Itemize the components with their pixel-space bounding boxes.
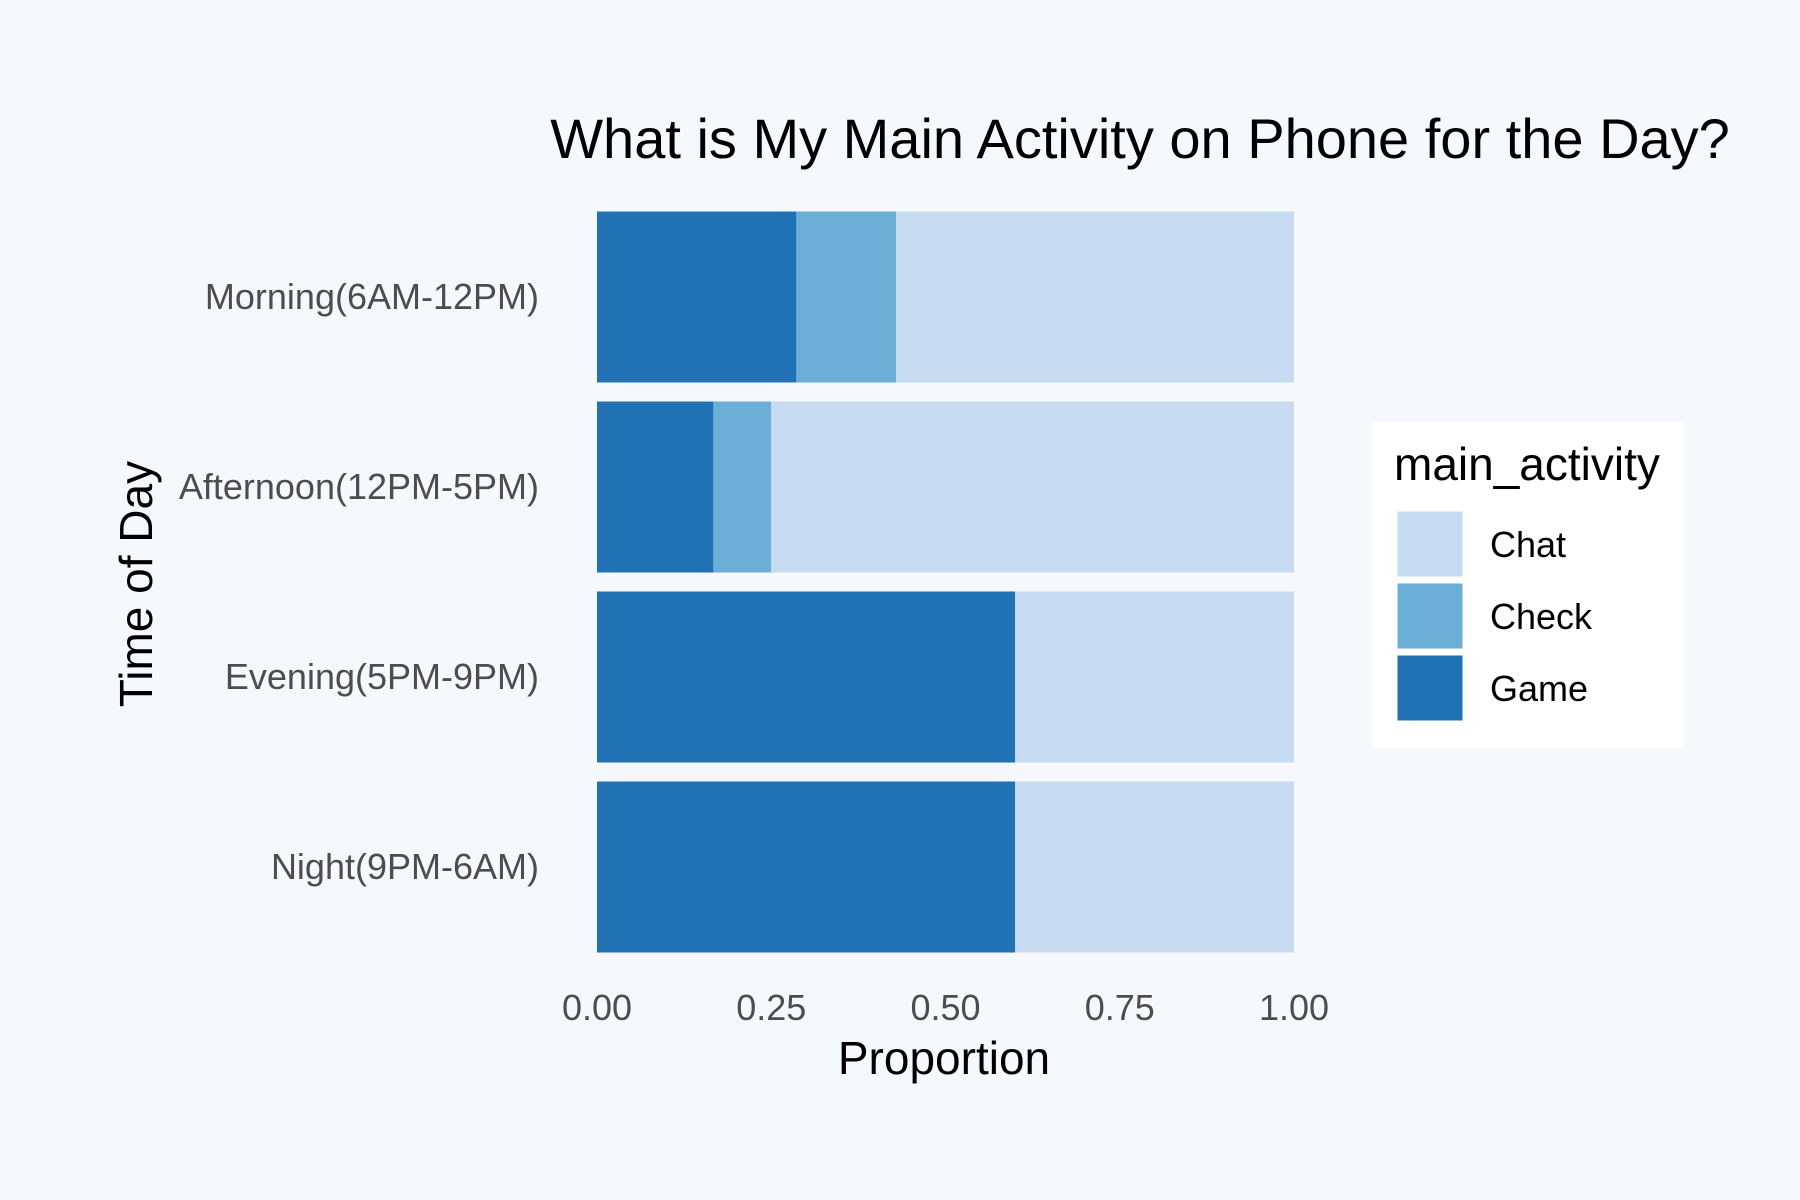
chart-title: What is My Main Activity on Phone for th… [550, 107, 1730, 170]
bars-group [597, 211, 1294, 953]
category-label: Night(9PM-6AM) [271, 846, 539, 887]
bar-chat-night-9pm-6am [1015, 781, 1294, 953]
bar-check-morning-6am-12pm [796, 211, 897, 383]
bar-game-morning-6am-12pm [597, 211, 797, 383]
bar-check-afternoon-12pm-5pm [713, 401, 772, 573]
legend-swatch-chat [1394, 508, 1466, 580]
category-labels: Morning(6AM-12PM) Afternoon(12PM-5PM) Even… [179, 276, 539, 887]
category-label: Afternoon(12PM-5PM) [179, 466, 539, 507]
x-tick-label: 0.00 [562, 987, 632, 1028]
bar-game-afternoon-12pm-5pm [597, 401, 714, 573]
legend-swatch-game [1394, 652, 1466, 724]
x-tick-label: 0.75 [1085, 987, 1155, 1028]
bar-game-night-9pm-6am [597, 781, 1016, 953]
x-tick-labels: 0.00 0.25 0.50 0.75 1.00 [562, 987, 1329, 1028]
legend-swatch-check [1394, 580, 1466, 652]
bar-chat-evening-5pm-9pm [1015, 591, 1294, 763]
bar-chat-morning-6am-12pm [896, 211, 1294, 383]
x-tick-label: 1.00 [1259, 987, 1329, 1028]
x-tick-label: 0.25 [736, 987, 806, 1028]
bar-game-evening-5pm-9pm [597, 591, 1016, 763]
legend-title: main_activity [1394, 438, 1660, 490]
legend-label-check: Check [1490, 596, 1593, 637]
bar-chat-afternoon-12pm-5pm [771, 401, 1294, 573]
legend-items: Chat Check Game [1394, 508, 1593, 724]
x-axis-title: Proportion [838, 1032, 1050, 1084]
y-axis-title: Time of Day [110, 461, 162, 707]
x-tick-label: 0.50 [910, 987, 980, 1028]
category-label: Morning(6AM-12PM) [205, 276, 539, 317]
legend-label-game: Game [1490, 668, 1588, 709]
legend: main_activity Chat Check Game [1372, 422, 1684, 748]
category-label: Evening(5PM-9PM) [225, 656, 539, 697]
legend-label-chat: Chat [1490, 524, 1566, 565]
